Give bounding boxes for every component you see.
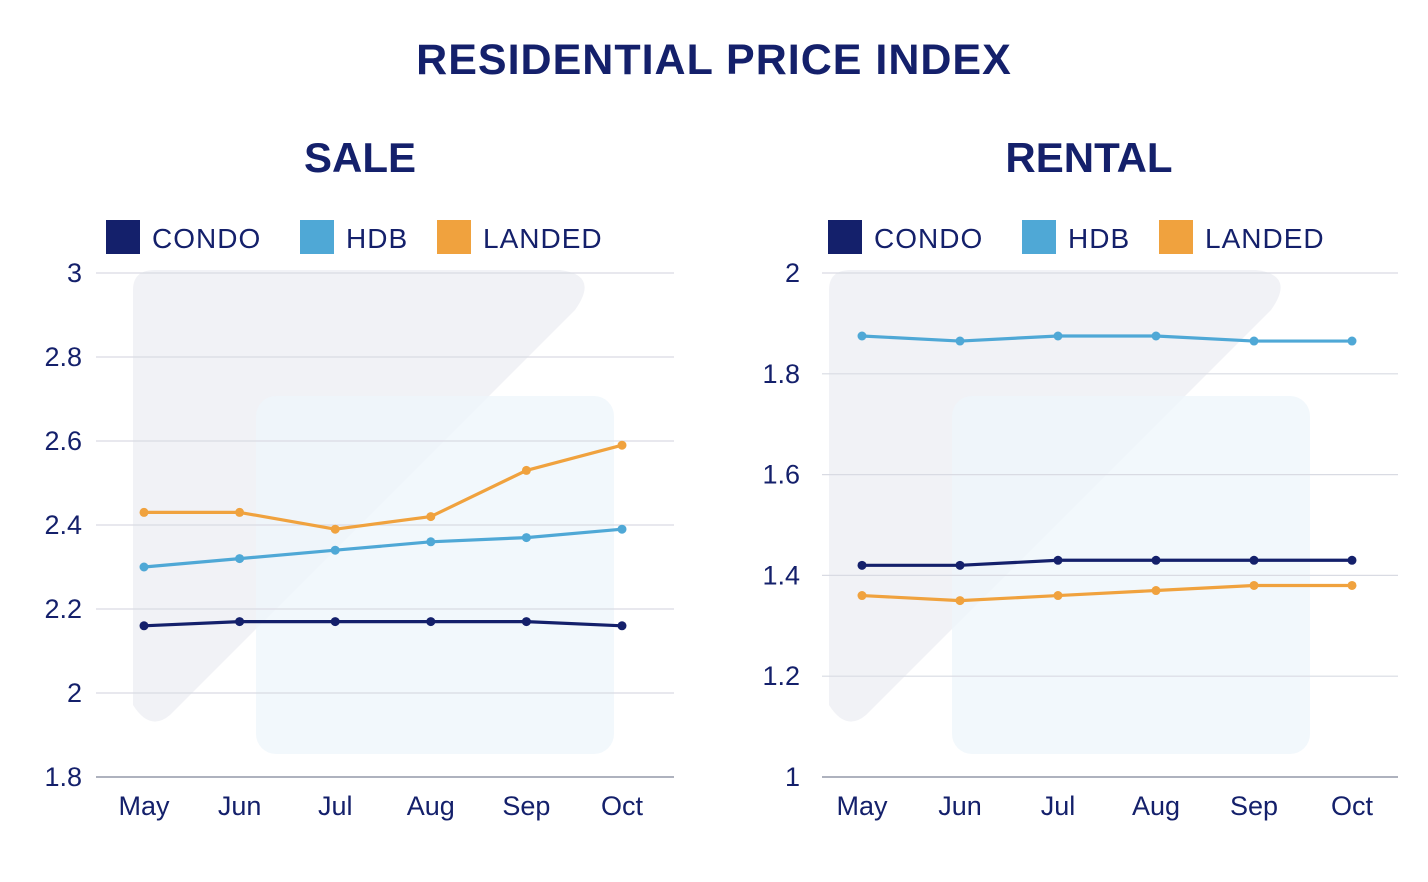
data-point-landed	[1249, 580, 1259, 590]
legend-swatch-hdb	[1022, 220, 1056, 254]
data-point-landed	[617, 440, 627, 450]
data-point-hdb	[1151, 331, 1161, 341]
data-point-landed	[521, 465, 531, 475]
data-point-hdb	[139, 562, 149, 572]
data-point-landed	[139, 507, 149, 517]
legend-label-hdb: HDB	[1068, 223, 1130, 254]
y-tick-label: 1.8	[44, 762, 82, 792]
watermark-square	[256, 396, 614, 754]
x-tick-label: Oct	[601, 791, 644, 821]
data-point-landed	[426, 512, 436, 522]
chart-title: SALE	[304, 134, 416, 181]
chart-title: RENTAL	[1005, 134, 1172, 181]
data-point-condo	[235, 617, 245, 627]
x-tick-label: Jun	[218, 791, 262, 821]
x-tick-label: Jul	[1041, 791, 1076, 821]
legend-label-condo: CONDO	[874, 223, 983, 254]
y-tick-label: 2	[67, 678, 82, 708]
legend-label-landed: LANDED	[483, 223, 603, 254]
data-point-condo	[139, 621, 149, 631]
data-point-condo	[426, 617, 436, 627]
chart-sale: SALE CONDO HDB LANDED 1.8 2 2.2 2.4 2.6 2.8 3 May Ju…	[44, 134, 674, 821]
legend-swatch-condo	[828, 220, 862, 254]
y-tick-label: 2.8	[44, 342, 82, 372]
x-tick-label: Aug	[1132, 791, 1180, 821]
data-point-landed	[330, 524, 340, 534]
x-tick-label: May	[836, 791, 888, 821]
legend-label-landed: LANDED	[1205, 223, 1325, 254]
series-line-condo	[143, 619, 623, 628]
legend-label-hdb: HDB	[346, 223, 408, 254]
data-point-hdb	[857, 331, 867, 341]
data-point-hdb	[1347, 336, 1357, 346]
data-point-landed	[955, 596, 965, 606]
legend-swatch-hdb	[300, 220, 334, 254]
series-line-landed	[861, 583, 1352, 603]
y-tick-label: 1.6	[762, 460, 800, 490]
y-tick-label: 1.2	[762, 661, 800, 691]
y-tick-label: 2	[785, 258, 800, 288]
data-point-condo	[617, 621, 627, 631]
data-point-hdb	[235, 554, 245, 564]
data-point-landed	[1347, 580, 1357, 590]
y-tick-label: 1.8	[762, 359, 800, 389]
data-point-hdb	[521, 533, 531, 543]
data-point-landed	[1053, 591, 1063, 601]
data-point-hdb	[330, 545, 340, 555]
y-tick-label: 2.4	[44, 510, 82, 540]
data-point-landed	[857, 591, 867, 601]
series-line-hdb	[143, 527, 623, 569]
data-point-hdb	[955, 336, 965, 346]
page-title: RESIDENTIAL PRICE INDEX	[416, 36, 1012, 84]
data-point-landed	[1151, 586, 1161, 596]
data-point-hdb	[1053, 331, 1063, 341]
data-point-condo	[330, 617, 340, 627]
data-point-condo	[521, 617, 531, 627]
x-tick-label: Sep	[502, 791, 550, 821]
series-line-condo	[862, 558, 1352, 567]
x-tick-label: Oct	[1331, 791, 1374, 821]
chart-rental: RENTAL CONDO HDB LANDED 1 1.2 1.4 1.6 1.8 2 May Jun…	[762, 134, 1398, 821]
legend-swatch-landed	[1159, 220, 1193, 254]
data-point-condo	[857, 560, 867, 570]
data-point-hdb	[1249, 336, 1259, 346]
x-tick-label: Jun	[938, 791, 982, 821]
data-point-condo	[1053, 555, 1063, 565]
y-tick-label: 1	[785, 762, 800, 792]
series-line-landed	[144, 443, 623, 531]
y-tick-label: 3	[67, 258, 82, 288]
y-tick-label: 2.2	[44, 594, 82, 624]
legend-swatch-landed	[437, 220, 471, 254]
x-tick-label: Jul	[318, 791, 353, 821]
data-point-hdb	[426, 537, 436, 547]
data-point-condo	[1347, 555, 1357, 565]
data-point-condo	[1249, 555, 1259, 565]
y-tick-label: 2.6	[44, 426, 82, 456]
x-tick-label: Aug	[407, 791, 455, 821]
legend-swatch-condo	[106, 220, 140, 254]
data-point-hdb	[617, 524, 627, 534]
x-tick-label: Sep	[1230, 791, 1278, 821]
data-point-condo	[955, 560, 965, 570]
x-tick-label: May	[118, 791, 170, 821]
y-tick-label: 1.4	[762, 560, 800, 590]
data-point-landed	[235, 507, 245, 517]
legend-label-condo: CONDO	[152, 223, 261, 254]
series-line-hdb	[861, 334, 1352, 343]
data-point-condo	[1151, 555, 1161, 565]
